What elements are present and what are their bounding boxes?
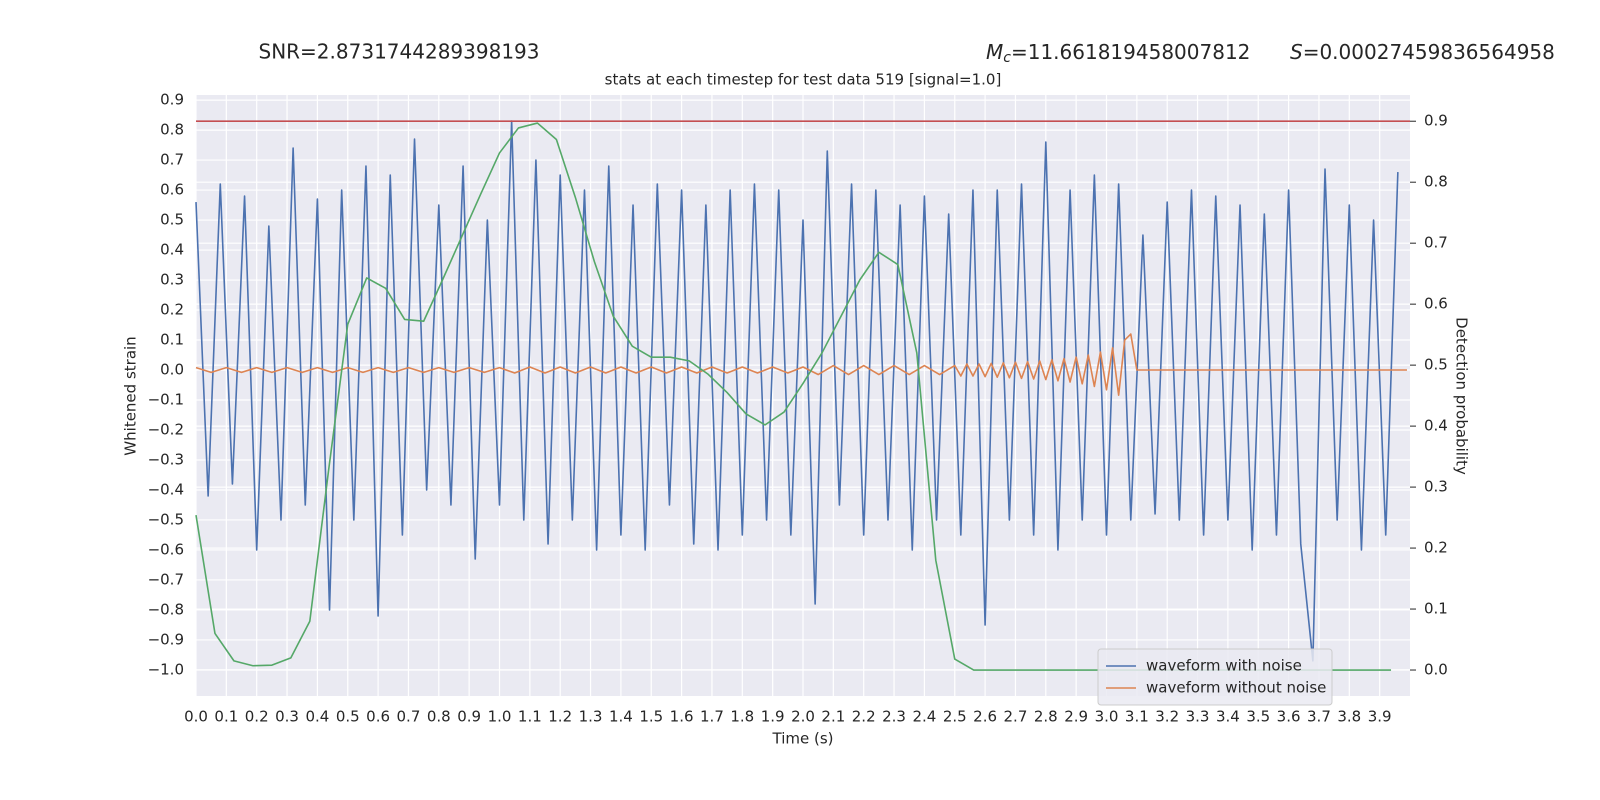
x-tick-label: 0.7 bbox=[397, 708, 421, 726]
annotation: SNR=2.8731744289398193 bbox=[259, 40, 540, 64]
x-tick-label: 3.7 bbox=[1307, 708, 1331, 726]
x-tick-label: 2.1 bbox=[821, 708, 845, 726]
x-tick-label: 3.3 bbox=[1186, 708, 1210, 726]
x-tick-label: 0.1 bbox=[214, 708, 238, 726]
x-tick-label: 3.8 bbox=[1337, 708, 1361, 726]
y-tick-label: 0.1 bbox=[160, 331, 184, 349]
x-tick-label: 0.4 bbox=[305, 708, 329, 726]
x-tick-label: 1.6 bbox=[670, 708, 694, 726]
y-tick-label: 0.3 bbox=[160, 271, 184, 289]
y-tick-label: 0.7 bbox=[160, 151, 184, 169]
y-tick-label: −0.3 bbox=[148, 450, 184, 468]
x-tick-label: 2.9 bbox=[1064, 708, 1088, 726]
y-tick-label: −0.8 bbox=[148, 600, 184, 618]
x-tick-label: 1.2 bbox=[548, 708, 572, 726]
x-tick-label: 1.7 bbox=[700, 708, 724, 726]
x-axis-label: Time (s) bbox=[772, 730, 834, 748]
x-tick-label: 2.4 bbox=[912, 708, 936, 726]
grid bbox=[195, 95, 1410, 696]
y-tick-label: −0.1 bbox=[148, 390, 184, 408]
y2-tick-label: 0.6 bbox=[1424, 295, 1448, 313]
y-tick-label: −0.9 bbox=[148, 630, 184, 648]
x-tick-label: 1.1 bbox=[518, 708, 542, 726]
legend-label: waveform with noise bbox=[1146, 657, 1302, 675]
x-tick-label: 3.5 bbox=[1246, 708, 1270, 726]
y2-tick-label: 0.4 bbox=[1424, 417, 1448, 435]
x-tick-label: 1.8 bbox=[730, 708, 754, 726]
x-tick-label: 3.0 bbox=[1095, 708, 1119, 726]
x-tick-label: 0.3 bbox=[275, 708, 299, 726]
x-tick-label: 0.9 bbox=[457, 708, 481, 726]
y-tick-label: −0.5 bbox=[148, 510, 184, 528]
y-axis-label: Whitened strain bbox=[122, 336, 140, 455]
y2-tick-label: 0.2 bbox=[1424, 539, 1448, 557]
x-tick-label: 0.6 bbox=[366, 708, 390, 726]
y2-tick-label: 0.3 bbox=[1424, 478, 1448, 496]
x-tick-label: 2.7 bbox=[1004, 708, 1028, 726]
x-tick-label: 0.8 bbox=[427, 708, 451, 726]
legend-label: waveform without noise bbox=[1146, 679, 1326, 697]
x-tick-label: 2.5 bbox=[943, 708, 967, 726]
x-tick-label: 3.9 bbox=[1368, 708, 1392, 726]
y2-axis-label: Detection probability bbox=[1453, 317, 1471, 475]
x-tick-label: 2.6 bbox=[973, 708, 997, 726]
y-tick-label: 0.0 bbox=[160, 361, 184, 379]
x-tick-label: 2.0 bbox=[791, 708, 815, 726]
y-tick-label: −0.6 bbox=[148, 540, 184, 558]
x-tick-label: 0.0 bbox=[184, 708, 208, 726]
y-tick-label: 0.6 bbox=[160, 181, 184, 199]
x-tick-label: 2.2 bbox=[852, 708, 876, 726]
y-tick-label: 0.9 bbox=[160, 91, 184, 109]
y-tick-label: 0.8 bbox=[160, 121, 184, 139]
annotation: S=0.00027459836564958 bbox=[1290, 40, 1555, 64]
x-tick-label: 3.4 bbox=[1216, 708, 1240, 726]
x-tick-label: 1.4 bbox=[609, 708, 633, 726]
x-tick-label: 0.2 bbox=[245, 708, 269, 726]
legend-box bbox=[1097, 648, 1333, 706]
x-tick-label: 1.5 bbox=[639, 708, 663, 726]
annotation-value: =0.00027459836564958 bbox=[1303, 40, 1555, 64]
annotation-subscript: c bbox=[1003, 50, 1011, 66]
y2-tick-label: 0.8 bbox=[1424, 173, 1448, 191]
y-tick-label: 0.4 bbox=[160, 241, 184, 259]
annotation: Mc=11.661819458007812 bbox=[986, 40, 1250, 67]
x-tick-label: 3.1 bbox=[1125, 708, 1149, 726]
y2-tick-label: 0.0 bbox=[1424, 661, 1448, 679]
x-tick-label: 3.6 bbox=[1277, 708, 1301, 726]
x-tick-label: 0.5 bbox=[336, 708, 360, 726]
y-tick-label: 0.2 bbox=[160, 301, 184, 319]
y-tick-label: −1.0 bbox=[148, 660, 184, 678]
y-tick-label: 0.5 bbox=[160, 211, 184, 229]
y2-tick-label: 0.1 bbox=[1424, 600, 1448, 618]
annotation-value: =11.661819458007812 bbox=[1011, 40, 1250, 64]
x-tick-label: 3.2 bbox=[1155, 708, 1179, 726]
y2-tick-label: 0.5 bbox=[1424, 356, 1448, 374]
marks bbox=[195, 120, 1410, 671]
x-tick-label: 1.9 bbox=[761, 708, 785, 726]
series-line bbox=[195, 120, 1399, 662]
annotation-symbol: S bbox=[1290, 40, 1303, 64]
x-tick-label: 2.3 bbox=[882, 708, 906, 726]
annotation-symbol: M bbox=[986, 40, 1003, 64]
x-tick-label: 1.0 bbox=[488, 708, 512, 726]
y-tick-label: −0.7 bbox=[148, 570, 184, 588]
y-tick-label: −0.2 bbox=[148, 420, 184, 438]
y2-tick-label: 0.9 bbox=[1424, 112, 1448, 130]
x-tick-label: 2.8 bbox=[1034, 708, 1058, 726]
legend: waveform with noise waveform without nois… bbox=[1097, 648, 1333, 706]
y-tick-label: −0.4 bbox=[148, 480, 184, 498]
chart-title: stats at each timestep for test data 519… bbox=[605, 71, 1002, 89]
x-tick-label: 1.3 bbox=[579, 708, 603, 726]
y2-tick-label: 0.7 bbox=[1424, 234, 1448, 252]
